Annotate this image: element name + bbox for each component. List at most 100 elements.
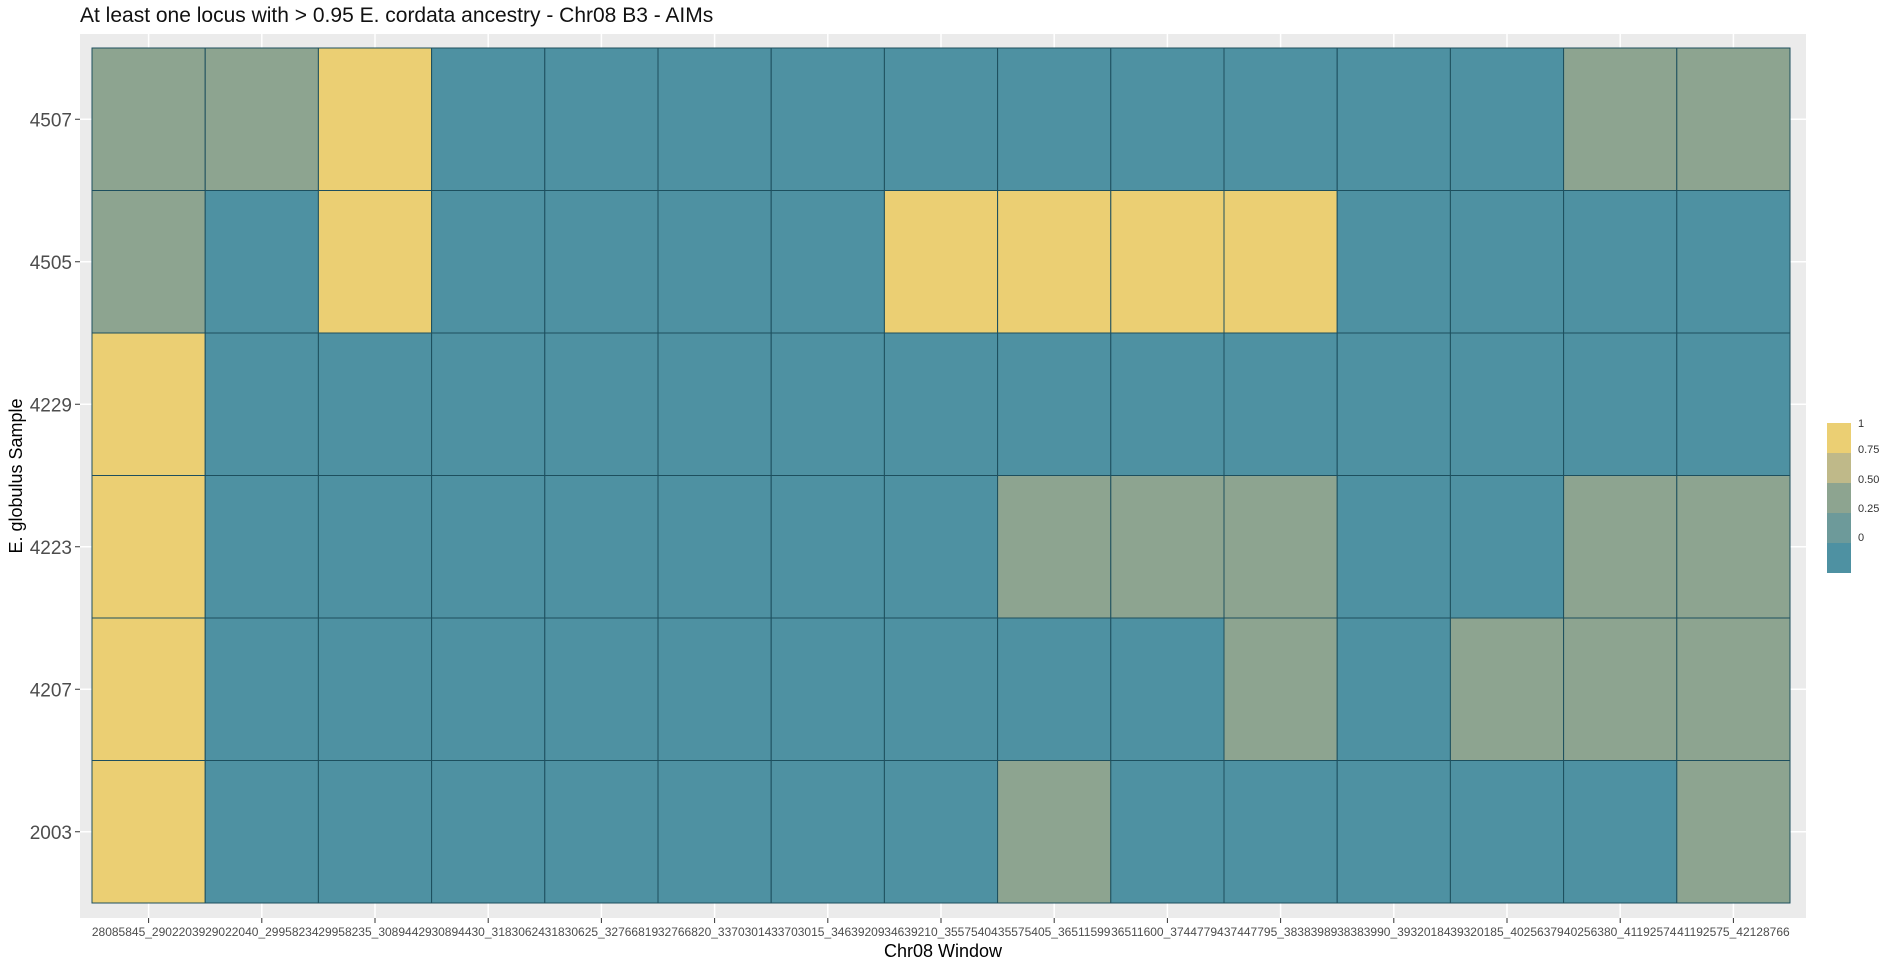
heatmap-cell — [657, 475, 772, 619]
heatmap-cell — [657, 617, 772, 761]
heatmap-cell — [1449, 475, 1565, 619]
legend-label: 0 — [1858, 532, 1864, 544]
legend-key — [1827, 453, 1851, 483]
heatmap-cell — [544, 47, 659, 191]
heatmap-cell — [1336, 617, 1451, 761]
x-tick-label: 31830625_32766819 — [545, 925, 659, 939]
heatmap-cell — [997, 47, 1112, 191]
heatmap-cell — [1223, 47, 1338, 191]
heatmap-cell — [997, 617, 1112, 761]
x-tick-label: 40256380_41192574 — [1564, 925, 1677, 939]
heatmap-cell — [1676, 475, 1791, 619]
y-tick-label: 4505 — [30, 253, 72, 274]
heatmap-cell — [1676, 760, 1791, 904]
x-tick-label: 33703015_34639209 — [771, 925, 885, 939]
x-tick-label: 38383990_39320184 — [1337, 925, 1451, 939]
heatmap-cell — [431, 475, 546, 619]
heatmap-cell — [1223, 475, 1338, 619]
heatmap-cell — [1449, 760, 1565, 904]
x-tick-label: 29958235_30894429 — [318, 925, 432, 939]
heatmap-cell — [431, 190, 546, 334]
heatmap-cell — [317, 475, 433, 619]
heatmap-cell — [1223, 190, 1338, 334]
heatmap-cell — [770, 47, 885, 191]
heatmap-cell — [883, 475, 999, 619]
heatmap-cell — [1336, 332, 1451, 476]
heatmap-cell — [1110, 47, 1225, 191]
heatmap-cell — [204, 760, 319, 904]
heatmap-cell — [770, 475, 885, 619]
heatmap-cell — [91, 332, 206, 476]
heatmap-cell — [544, 617, 659, 761]
heatmap-cell — [317, 190, 433, 334]
heatmap-cell — [204, 190, 319, 334]
heatmap-cell — [1676, 332, 1791, 476]
legend-label: 1 — [1858, 418, 1864, 430]
x-tick-label: 28085845_29022039 — [92, 925, 206, 939]
legend-label: 0.25 — [1858, 503, 1879, 515]
heatmap-cell — [657, 47, 772, 191]
heatmap-cell — [883, 332, 999, 476]
heatmap-cell — [1676, 190, 1791, 334]
heatmap-cell — [883, 760, 999, 904]
heatmap-cell — [431, 617, 546, 761]
heatmap-cell — [204, 475, 319, 619]
heatmap-cell — [431, 47, 546, 191]
heatmap-cell — [1563, 190, 1678, 334]
heatmap-cell — [770, 332, 885, 476]
heatmap-cell — [91, 617, 206, 761]
color-legend: 1 0.75 0.50 0.25 0 — [1827, 418, 1879, 573]
heatmap-cell — [544, 190, 659, 334]
heatmap-cell — [317, 332, 433, 476]
heatmap-cell — [997, 332, 1112, 476]
y-tick-label: 4207 — [30, 680, 72, 701]
y-axis-title: E. globulus Sample — [6, 398, 26, 553]
chart-title: At least one locus with > 0.95 E. cordat… — [80, 4, 714, 27]
x-tick-label: 29022040_29958234 — [205, 925, 319, 939]
legend-key — [1827, 513, 1851, 543]
heatmap-cell — [883, 190, 999, 334]
heatmap-cell — [1563, 332, 1678, 476]
y-axis-ticks: 2003 4207 4223 4229 4505 4507 — [30, 110, 80, 844]
heatmap-cell — [997, 190, 1112, 334]
legend-key — [1827, 423, 1851, 453]
heatmap-cell — [657, 760, 772, 904]
heatmap-cell — [1449, 190, 1565, 334]
heatmap-cell — [317, 760, 433, 904]
heatmap-cell — [204, 47, 319, 191]
x-tick-label: 37447795_38383989 — [1224, 925, 1338, 939]
x-tick-label: 35575405_36511599 — [998, 925, 1111, 939]
heatmap-cell — [1110, 760, 1225, 904]
heatmap-cell — [204, 617, 319, 761]
heatmap-cell — [1336, 475, 1451, 619]
x-tick-label: 32766820_33703014 — [658, 925, 772, 939]
heatmap-cell — [1223, 332, 1338, 476]
x-tick-label: 34639210_35575404 — [884, 925, 998, 939]
heatmap-cells — [91, 47, 1791, 904]
heatmap-cell — [1336, 47, 1451, 191]
heatmap-cell — [1449, 47, 1565, 191]
heatmap-cell — [91, 760, 206, 904]
y-tick-label: 4507 — [30, 110, 72, 131]
heatmap-cell — [1563, 760, 1678, 904]
x-axis-ticks: 28085845_29022039 29022040_29958234 299582… — [92, 918, 1790, 939]
legend-label: 0.75 — [1858, 444, 1879, 456]
y-tick-label: 4229 — [30, 395, 72, 416]
x-tick-label: 39320185_40256379 — [1450, 925, 1564, 939]
heatmap-cell — [883, 617, 999, 761]
x-tick-label: 41192575_42128766 — [1677, 925, 1790, 939]
legend-key — [1827, 483, 1851, 513]
heatmap-cell — [770, 760, 885, 904]
heatmap-cell — [91, 190, 206, 334]
heatmap-cell — [431, 760, 546, 904]
heatmap-cell — [204, 332, 319, 476]
heatmap-cell — [91, 47, 206, 191]
heatmap-cell — [770, 190, 885, 334]
legend-label: 0.50 — [1858, 474, 1879, 486]
heatmap-cell — [997, 475, 1112, 619]
heatmap-cell — [91, 475, 206, 619]
heatmap-cell — [1449, 332, 1565, 476]
heatmap-cell — [1336, 190, 1451, 334]
x-axis-title: Chr08 Window — [884, 941, 1003, 961]
